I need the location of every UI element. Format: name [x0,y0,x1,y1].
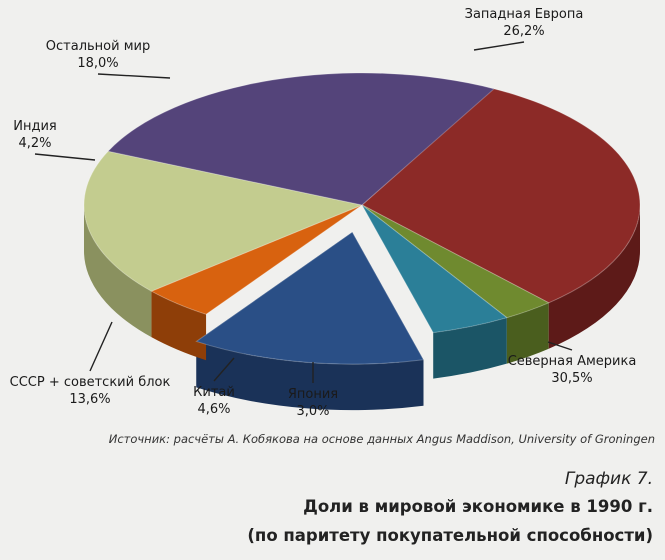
label-остальной-мир: Остальной мир [46,39,150,54]
chart-source: Источник: расчёты А. Кобякова на основе … [108,432,655,446]
slice-side-япония [506,302,549,364]
caption-title-line1: Доли в мировой экономике в 1990 г. [303,497,653,516]
label-западная-европа: Западная Европа [465,7,584,22]
value-северная-америка: 30,5% [551,371,592,386]
leader-западная-европа [473,41,525,51]
leader-северная-америка [547,341,573,351]
slice-side-индия [151,291,207,361]
leader-ссср-советский-блок [89,321,113,372]
slice-остальной-мир [83,150,364,292]
pie-leader-lines [34,41,573,383]
caption-title-line2: (по паритету покупательной способности) [247,526,653,545]
value-китай: 4,6% [197,402,230,417]
slice-индия [150,204,363,315]
label-северная-америка: Северная Америка [508,354,637,369]
label-индия: Индия [13,119,56,134]
leader-остальной-мир [97,73,171,79]
leader-китай [213,357,235,382]
slice-side-ссср-советский-блок [196,341,424,411]
slice-япония [361,204,550,319]
value-остальной-мир: 18,0% [77,56,118,71]
pie-tops [83,72,641,365]
slice-side-остальной-мир [84,205,152,338]
slice-северная-америка [361,87,641,304]
chart-caption: График 7. Доли в мировой экономике в 199… [247,466,653,550]
slice-западная-европа [107,72,496,206]
value-ссср-советский-блок: 13,6% [69,392,110,407]
caption-number: График 7. [564,469,653,489]
label-япония: Япония [288,387,338,402]
value-япония: 3,0% [296,404,329,419]
pie-labels: Северная Америка 30,5% Япония 3,0% Китай 4,6%… [10,7,637,419]
slice-side-северная-америка [548,205,640,349]
slice-ссср-советский-блок [195,231,425,365]
slice-side-китай [433,317,507,379]
leader-индия [34,153,96,161]
slice-китай [361,204,508,334]
label-ссср-советский-блок: СССР + советский блок [10,375,171,390]
pie-chart: Северная Америка 30,5% Япония 3,0% Китай 4,6%… [10,7,641,419]
value-индия: 4,2% [18,136,51,151]
value-западная-европа: 26,2% [503,24,544,39]
label-китай: Китай [193,385,235,400]
